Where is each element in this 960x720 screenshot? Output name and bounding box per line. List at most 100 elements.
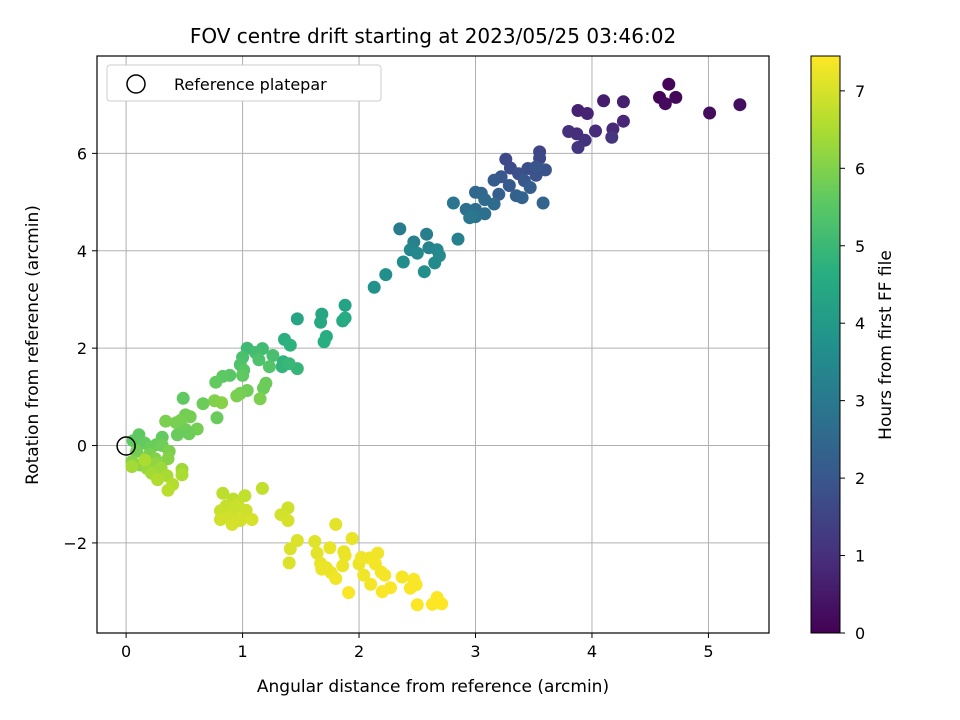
- x-tick-label: 5: [703, 642, 713, 661]
- data-point: [616, 114, 630, 128]
- x-tick-label: 0: [121, 642, 131, 661]
- data-point: [469, 185, 482, 199]
- data-point: [215, 396, 229, 410]
- data-point: [492, 187, 506, 201]
- data-point: [420, 227, 434, 241]
- colorbar-tick-label: 1: [855, 547, 865, 566]
- data-point: [329, 572, 343, 585]
- y-tick-label: 0: [77, 437, 87, 456]
- data-point: [536, 196, 550, 210]
- data-point: [662, 77, 676, 91]
- data-point: [428, 256, 442, 270]
- chart-title: FOV centre drift starting at 2023/05/25 …: [190, 24, 676, 48]
- data-point: [290, 312, 304, 326]
- data-point: [515, 191, 529, 205]
- colorbar-axis: 0 1 2 3 4 5 6 7: [840, 82, 865, 643]
- data-point: [463, 211, 477, 225]
- data-point: [616, 95, 630, 109]
- data-point: [345, 532, 359, 545]
- data-point: [283, 338, 297, 352]
- data-point: [323, 541, 337, 555]
- data-point: [357, 568, 371, 582]
- colorbar: 0 1 2 3 4 5 6 7 Hours from first FF file: [810, 55, 896, 643]
- data-point: [367, 280, 381, 294]
- y-tick-label: 6: [77, 144, 87, 163]
- y-tick-label: 4: [77, 242, 87, 261]
- data-point: [290, 534, 304, 547]
- data-point: [229, 499, 243, 513]
- x-axis-label: Angular distance from reference (arcmin): [257, 677, 609, 697]
- data-point: [338, 549, 352, 563]
- data-point: [282, 357, 296, 371]
- data-point: [364, 577, 378, 591]
- data-point: [125, 460, 139, 473]
- colorbar-label: Hours from first FF file: [876, 250, 896, 440]
- data-point: [314, 315, 328, 329]
- plot-frame: [96, 55, 770, 634]
- data-point: [395, 570, 409, 584]
- data-point: [196, 397, 210, 411]
- data-point: [310, 546, 324, 560]
- colorbar-tick-label: 6: [855, 159, 865, 178]
- data-point: [451, 232, 465, 246]
- data-point: [209, 375, 223, 389]
- data-point: [354, 551, 368, 564]
- data-point: [384, 581, 397, 595]
- data-point: [733, 98, 747, 112]
- data-point: [236, 368, 250, 382]
- data-point: [658, 97, 672, 111]
- data-point: [393, 222, 407, 236]
- x-tick-label: 3: [470, 642, 480, 661]
- data-point: [216, 486, 230, 500]
- data-point: [317, 335, 331, 349]
- legend-box: [106, 64, 382, 102]
- data-point: [308, 535, 322, 548]
- legend-label: Reference platepar: [174, 75, 327, 94]
- data-point: [182, 427, 196, 441]
- colorbar-tick-label: 0: [855, 624, 865, 643]
- data-point: [161, 452, 175, 466]
- data-point: [669, 90, 683, 104]
- data-point: [338, 298, 352, 312]
- data-point: [210, 411, 224, 425]
- x-axis: 0 1 2 3 4 5: [121, 633, 714, 661]
- x-tick-label: 4: [587, 642, 597, 661]
- data-point: [529, 160, 543, 174]
- data-point: [262, 360, 276, 374]
- data-point: [252, 353, 266, 367]
- data-point: [446, 196, 460, 210]
- data-point: [225, 517, 239, 531]
- data-point: [130, 444, 144, 458]
- data-point: [417, 265, 431, 279]
- y-tick-label: 2: [77, 339, 87, 358]
- data-point: [523, 181, 537, 194]
- colorbar-tick-label: 4: [855, 314, 865, 333]
- data-point: [605, 130, 619, 144]
- data-point: [255, 481, 269, 495]
- legend-marker: [126, 74, 146, 94]
- data-point: [151, 473, 165, 487]
- data-point: [562, 125, 576, 138]
- data-point: [379, 268, 393, 282]
- data-point: [342, 586, 356, 600]
- data-point: [338, 311, 352, 325]
- data-point: [487, 173, 501, 187]
- data-point: [169, 416, 183, 430]
- data-point: [336, 559, 350, 573]
- data-point: [580, 107, 594, 120]
- data-point: [159, 414, 173, 428]
- data-point: [329, 517, 343, 531]
- colorbar-tick-label: 2: [855, 469, 865, 488]
- data-point: [703, 106, 717, 120]
- data-point: [245, 513, 259, 526]
- data-point: [396, 255, 410, 269]
- data-point: [175, 468, 189, 482]
- legend: Reference platepar: [106, 64, 382, 102]
- colorbar-tick-label: 5: [855, 237, 865, 256]
- grid: [97, 56, 769, 633]
- y-axis-label: Rotation from reference (arcmin): [23, 205, 43, 485]
- data-point: [253, 392, 267, 406]
- data-point: [502, 179, 516, 192]
- data-point: [403, 581, 417, 595]
- reference-marker: [116, 436, 136, 456]
